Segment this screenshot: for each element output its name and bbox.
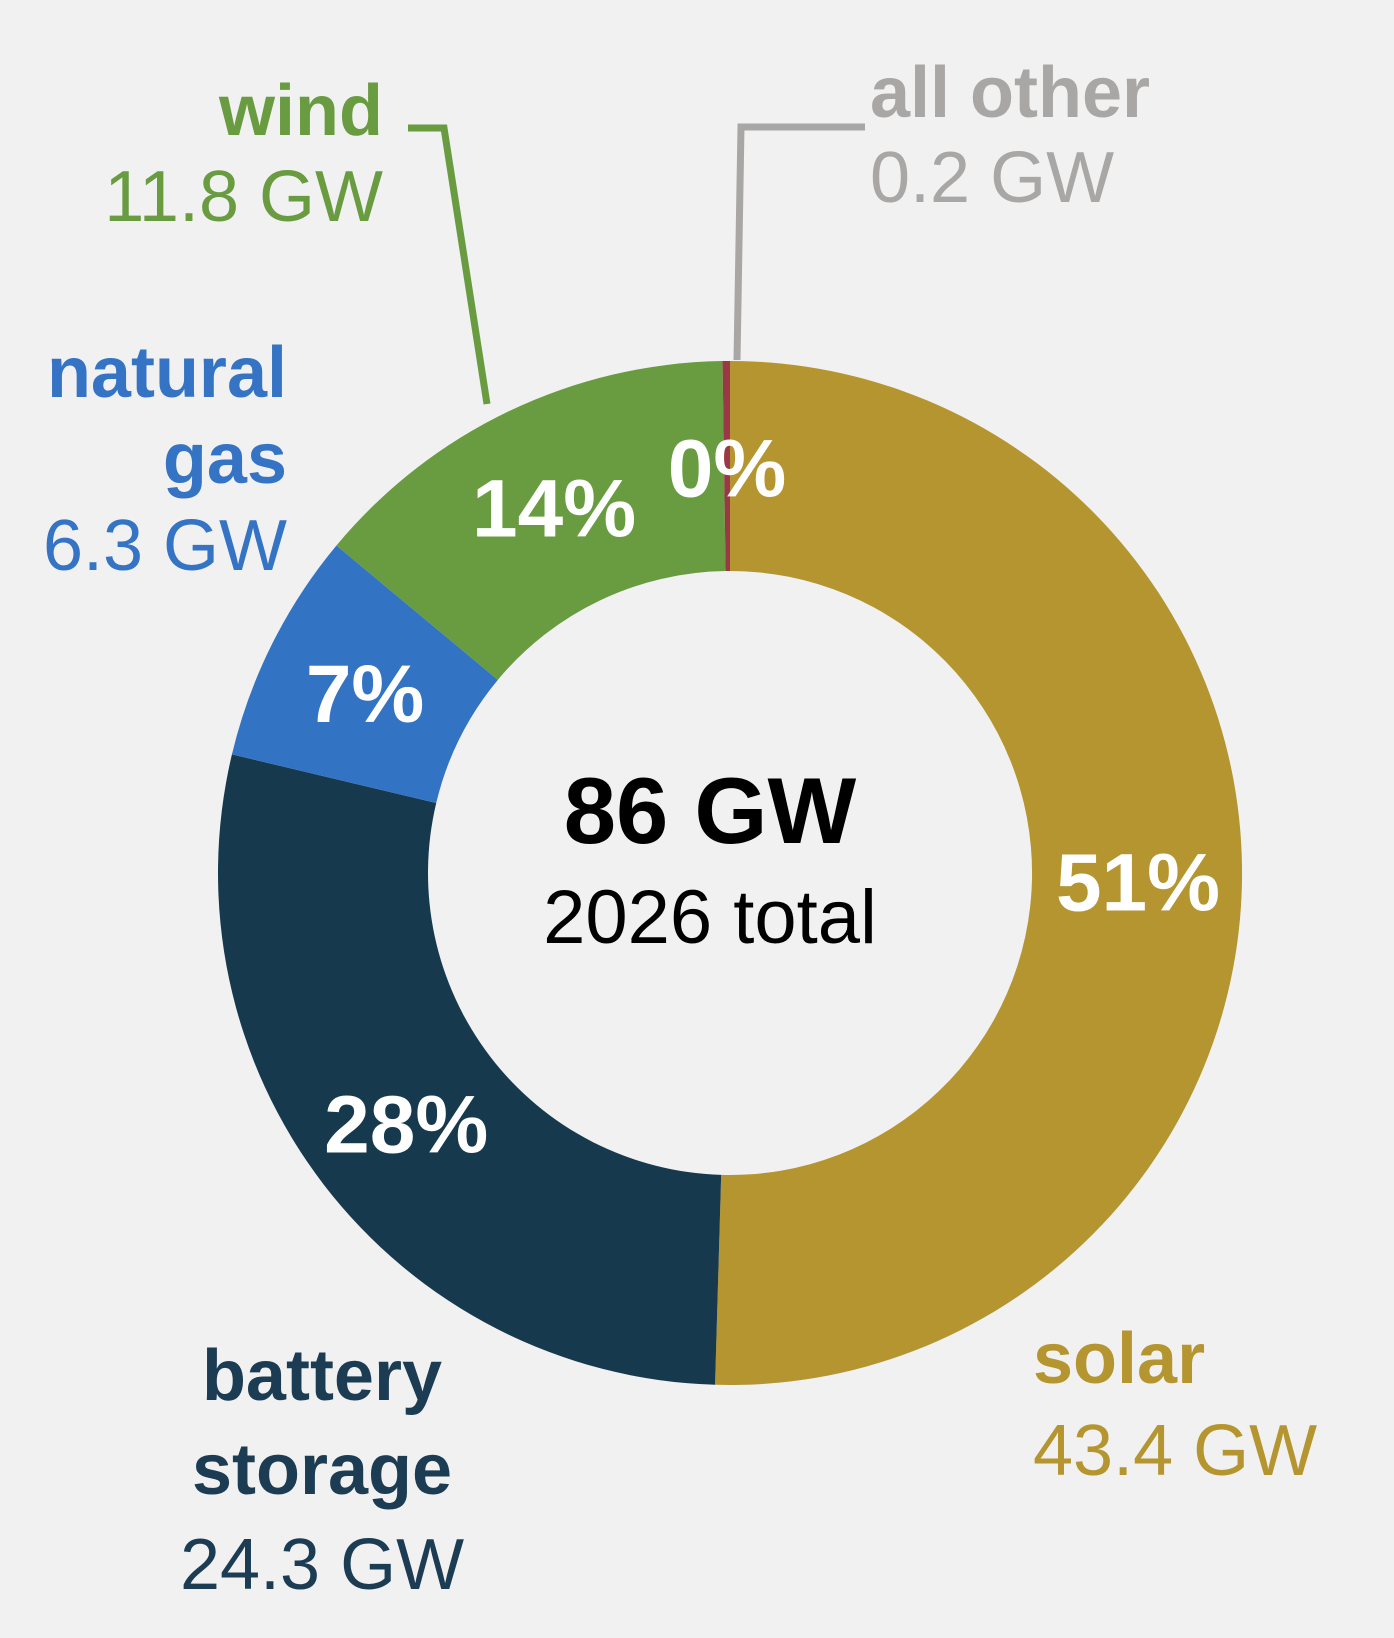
callout-battery-storage-name-line1: battery — [201, 1336, 443, 1416]
callout-battery-storage-value: 24.3 GW — [179, 1524, 465, 1605]
donut-slices — [218, 360, 1243, 1385]
callout-natural-gas-name-line1: natural — [46, 333, 287, 413]
percent-label-solar: 51% — [1056, 838, 1220, 929]
callout-wind: wind 11.8 GW — [104, 68, 383, 241]
callout-solar: solar 43.4 GW — [1033, 1313, 1317, 1497]
wind-leader-line — [408, 124, 491, 405]
callout-solar-value: 43.4 GW — [1033, 1411, 1318, 1492]
all-other-leader-line — [733, 123, 865, 361]
slice-solar — [715, 361, 1243, 1385]
callout-natural-gas-value: 6.3 GW — [42, 505, 287, 586]
slice-wind — [336, 361, 726, 680]
center-total-caption: 2026 total — [543, 875, 877, 960]
callout-battery-storage: battery storage 24.3 GW — [147, 1329, 497, 1612]
slice-battery-storage — [218, 754, 722, 1385]
slice-all-other — [722, 360, 730, 572]
percent-label-wind: 14% — [472, 463, 636, 554]
callout-all-other-value: 0.2 GW — [870, 137, 1115, 218]
percent-label-battery-storage: 28% — [324, 1080, 488, 1171]
slice-natural-gas — [231, 545, 498, 804]
callout-natural-gas: natural gas 6.3 GW — [43, 330, 287, 589]
percent-label-natural-gas: 7% — [306, 649, 425, 740]
callout-all-other-name: all other — [870, 53, 1151, 133]
callout-all-other: all other 0.2 GW — [870, 51, 1150, 221]
callout-wind-value: 11.8 GW — [104, 157, 383, 238]
callout-battery-storage-name-line2: storage — [191, 1430, 453, 1511]
center-total-value: 86 GW — [563, 758, 857, 863]
callout-wind-name: wind — [219, 71, 383, 151]
callout-natural-gas-name-line2: gas — [162, 419, 287, 500]
percent-labels: 51% 28% 7% 14% 0% — [306, 424, 1220, 1171]
percent-label-all-other: 0% — [668, 424, 787, 515]
center-label: 86 GW 2026 total — [410, 764, 1010, 956]
callout-solar-name: solar — [1033, 1319, 1206, 1399]
